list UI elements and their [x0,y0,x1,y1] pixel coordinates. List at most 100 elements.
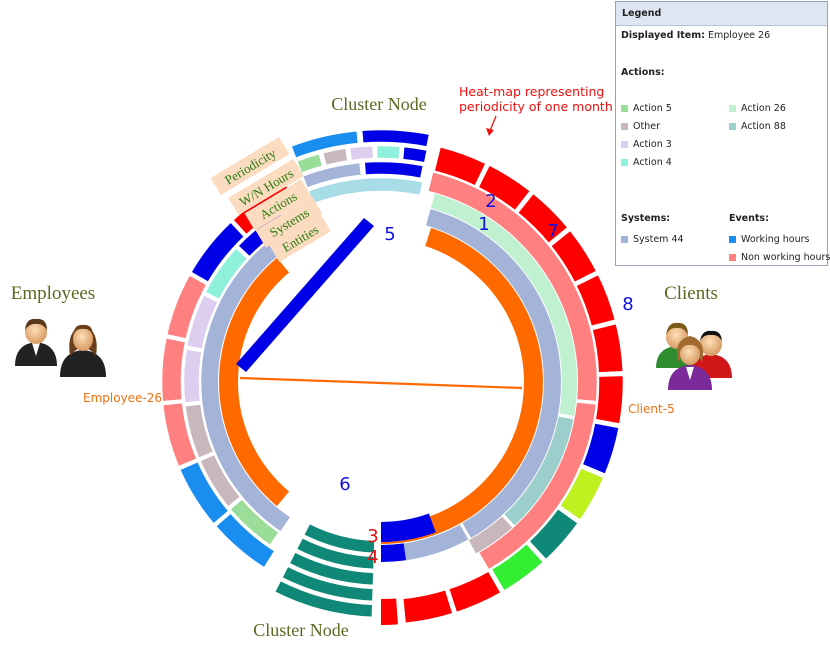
number-8: 8 [622,294,633,315]
client-periodicity-2 [475,162,533,214]
client-periodicity-6 [589,321,626,375]
employee-actions-4 [181,346,205,406]
client-other-ring [468,516,513,554]
legend-item-action-4: Action 4 [621,157,672,168]
legend-title: Legend [616,2,827,26]
bottom-cluster-ring-3 [286,549,376,588]
top-cluster-actions-5 [400,144,430,165]
cluster-node-top-label: Cluster Node [331,94,426,114]
client-system-ring-tail [403,524,469,561]
action-5-swatch [621,105,628,112]
cluster-node-link [236,218,374,372]
system-44-swatch [621,236,628,243]
circular-diagram [159,127,626,626]
annotation-arrowhead-icon [486,128,494,136]
top-cluster-actions-2 [320,146,350,168]
employee-hours-2 [177,459,232,527]
systems-heading: Systems: [621,213,671,224]
client-periodicity-11 [488,541,546,594]
client-periodicity-7 [593,373,626,427]
legend-item-action-5: Action 5 [621,103,672,114]
non-working-hours-label: Non working hours [741,252,830,263]
client-action-26-ring [430,193,577,417]
top-cluster-actions-4 [374,143,403,162]
client-periodicity-10 [526,506,581,563]
client-non-working-ring [428,172,597,401]
client-action-88-ring [504,416,574,526]
action-88-label: Action 88 [741,121,786,132]
action-3-swatch [621,141,628,148]
client-lower-row-3 [381,513,436,542]
actions-heading: Actions: [621,67,665,78]
clients-icon [656,322,732,390]
client-periodicity-13 [400,587,456,626]
annotation-arrow-icon [489,115,497,132]
employee-entity-ring [219,257,290,507]
legend-item-non-working-hours: Non working hours [729,252,830,263]
system-44-label: System 44 [633,234,684,245]
bottom-cluster-ring-4 [279,563,376,604]
legend-item-action-88: Action 88 [729,121,786,132]
legend-item-action-26: Action 26 [729,103,786,114]
action-4-swatch [621,159,628,166]
top-cluster-hours-2 [359,127,432,150]
ring-tags: Periodicity W/N Hours Actions Systems En… [210,136,331,263]
legend-panel: Legend Displayed Item: Employee 26 Actio… [615,1,830,266]
heatmap-annotation-line-2: periodicity of one month [459,99,613,114]
top-cluster-systems-2 [362,159,426,181]
working-hours-swatch [729,236,736,243]
client-periodicity-end [381,598,398,625]
cluster-node-bottom-label: Cluster Node [253,620,348,640]
employee-hours-4 [159,335,188,404]
number-7: 7 [547,221,558,242]
employee-hours-6 [188,219,247,285]
displayed-item-label: Displayed Item: [621,30,705,41]
legend-item-system-44: System 44 [621,234,684,245]
client-periodicity-12 [446,568,504,615]
bottom-cluster-ring-1 [301,521,377,556]
employee-hours-3 [160,400,200,470]
top-cluster-systems-1 [300,160,364,191]
client-non-working-ring-2 [479,402,596,570]
client-item-label: Client-5 [628,402,675,416]
employees-label: Employees [11,283,95,304]
non-working-hours-swatch [729,254,736,261]
displayed-item-row: Displayed Item: Employee 26 [621,30,770,41]
client-periodicity-1 [431,144,489,189]
number-6: 6 [339,474,350,495]
bottom-cluster-ring-5 [272,578,375,620]
other-label: Other [633,121,660,132]
number-2: 2 [485,191,496,212]
employees-icon [15,318,106,377]
action-88-swatch [729,123,736,130]
action-5-label: Action 5 [633,103,672,114]
action-4-label: Action 4 [633,157,672,168]
action-26-label: Action 26 [741,103,786,114]
client-periodicity-5 [573,272,618,329]
heatmap-annotation-line-1: Heat-map representing [459,84,604,99]
displayed-item-value: Employee 26 [707,30,771,41]
client-periodicity-3 [515,190,571,246]
number-3: 3 [367,526,378,547]
legend-item-other: Other [621,121,660,132]
legend-item-action-3: Action 3 [621,139,672,150]
top-cluster-actions-1 [294,151,325,176]
other-swatch [621,123,628,130]
action-3-label: Action 3 [633,139,672,150]
client-periodicity-8 [579,420,622,477]
top-cluster-entities-1 [305,175,426,207]
employee-item-label: Employee-26 [83,391,162,405]
client-lower-row-3b [381,543,407,562]
clients-label: Clients [664,283,718,304]
number-1: 1 [478,214,489,235]
events-heading: Events: [729,213,769,224]
client-periodicity-9 [557,465,607,523]
top-cluster-actions-3 [347,143,376,163]
client-entity-ring [381,227,543,545]
client-system-ring [425,208,562,538]
number-4: 4 [367,547,378,568]
number-5: 5 [384,224,395,245]
employee-hours-1 [213,510,278,571]
action-26-swatch [729,105,736,112]
bottom-cluster-ring-2 [293,535,377,572]
